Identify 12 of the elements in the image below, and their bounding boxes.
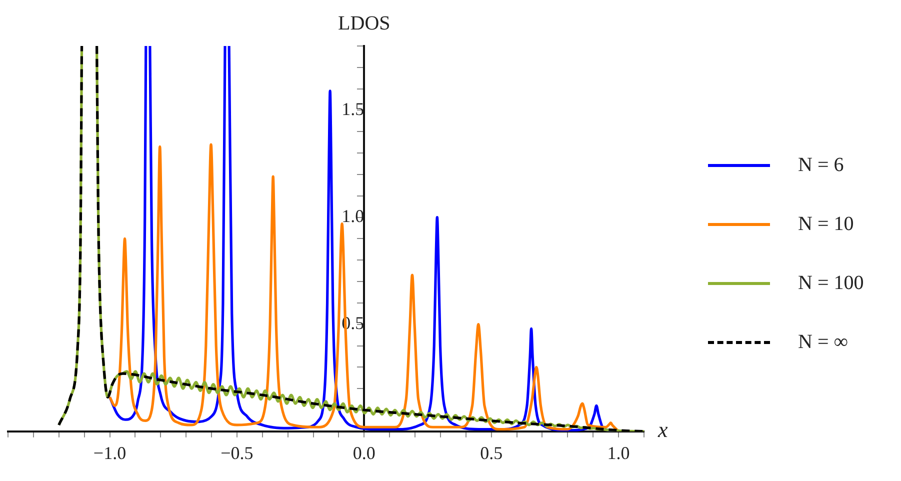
legend-label: N = 100 [798, 272, 864, 295]
x-axis-title: x [657, 417, 668, 442]
y-axis-title: LDOS [338, 12, 390, 34]
x-tick-label: −1.0 [93, 442, 126, 463]
x-tick-label: 0.0 [352, 442, 376, 463]
legend-label: N = 6 [798, 154, 844, 177]
legend-label: N = 10 [798, 213, 854, 236]
x-tick-label: 0.5 [480, 442, 503, 463]
x-tick-label: −0.5 [220, 442, 254, 463]
x-tick-label: 1.0 [607, 442, 630, 463]
line-series [108, 143, 620, 432]
legend-label: N = ∞ [798, 331, 848, 354]
